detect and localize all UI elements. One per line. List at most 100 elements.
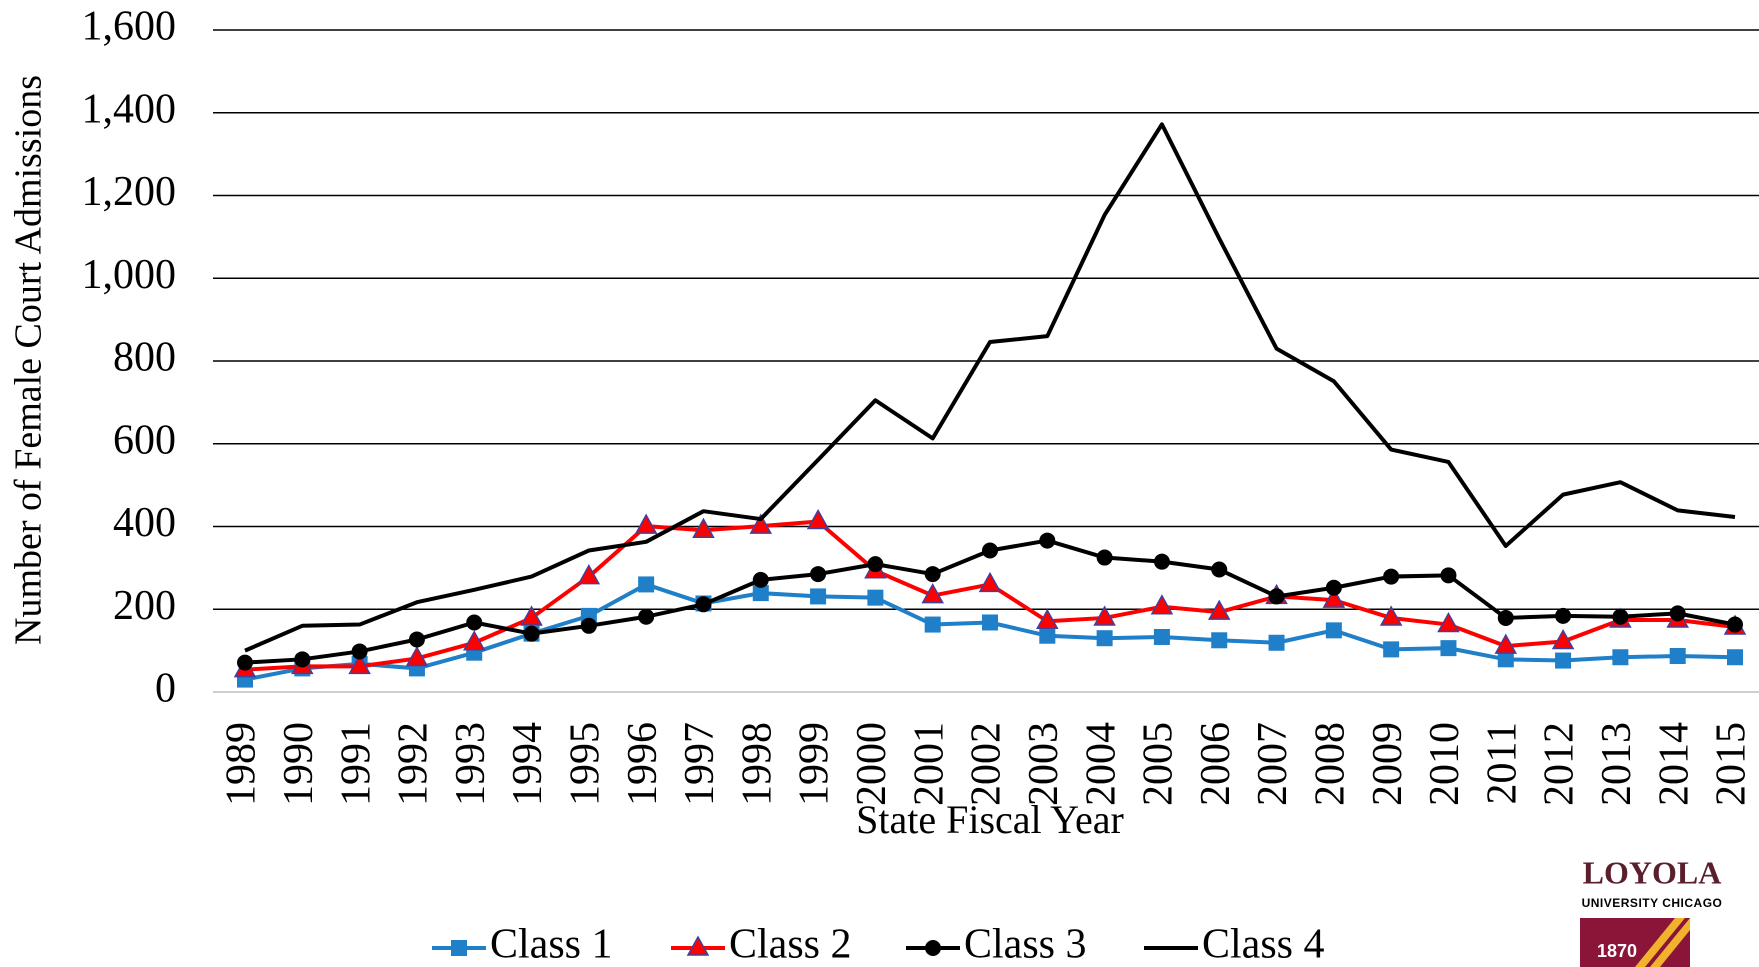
marker-square — [451, 940, 467, 956]
marker-square — [752, 585, 769, 602]
marker-square — [1211, 632, 1228, 649]
y-tick-label: 1,200 — [82, 169, 177, 215]
x-tick-label: 2013 — [1594, 722, 1640, 806]
marker-circle — [982, 542, 998, 559]
marker-circle — [1039, 532, 1056, 549]
marker-triangle — [921, 583, 944, 604]
marker-circle — [1440, 567, 1457, 584]
x-tick-label: 1995 — [562, 722, 608, 806]
marker-square — [1727, 649, 1743, 666]
marker-square — [924, 616, 941, 633]
marker-square — [1555, 652, 1572, 669]
marker-triangle — [1150, 594, 1174, 615]
marker-triangle — [1437, 612, 1460, 633]
y-tick-label: 1,600 — [82, 4, 177, 50]
x-tick-label: 2005 — [1136, 722, 1182, 806]
marker-circle — [408, 631, 425, 648]
marker-circle — [1268, 588, 1285, 605]
marker-circle — [925, 940, 941, 956]
x-tick-label: 1990 — [276, 722, 322, 806]
marker-square — [1612, 649, 1629, 666]
series-line — [244, 122, 1736, 653]
marker-triangle — [1322, 587, 1346, 608]
marker-square — [1669, 648, 1686, 665]
logo: LOYOLA UNIVERSITY CHICAGO 1870 — [1580, 854, 1722, 967]
marker-circle — [237, 654, 253, 671]
marker-triangle — [1379, 605, 1403, 626]
x-tick-label: 2003 — [1021, 722, 1067, 806]
y-tick-label: 200 — [113, 583, 176, 629]
legend-label: Class 4 — [1202, 922, 1325, 967]
marker-square — [638, 576, 655, 593]
x-tick-label: 1994 — [505, 722, 551, 806]
legend-label: Class 2 — [729, 922, 852, 967]
marker-triangle — [806, 508, 830, 530]
marker-circle — [1153, 553, 1170, 570]
marker-square — [982, 614, 998, 631]
x-tick-label: 1999 — [792, 722, 838, 806]
marker-triangle — [1036, 608, 1059, 629]
x-tick-label: 1993 — [448, 722, 494, 806]
marker-circle — [695, 596, 712, 613]
marker-triangle — [1551, 628, 1575, 650]
y-tick-label: 800 — [113, 335, 176, 381]
marker-circle — [466, 614, 483, 631]
legend-label: Class 1 — [490, 922, 613, 967]
marker-triangle — [1093, 605, 1116, 626]
y-axis-title: Number of Female Court Admissions — [8, 75, 50, 645]
marker-square — [867, 589, 884, 606]
marker-circle — [580, 617, 597, 634]
marker-square — [1497, 651, 1514, 668]
x-tick-label: 1992 — [391, 722, 437, 806]
marker-circle — [351, 643, 368, 660]
x-axis-title: State Fiscal Year — [856, 797, 1124, 842]
marker-triangle — [634, 513, 658, 534]
marker-triangle — [577, 564, 601, 585]
x-tick-label: 2014 — [1651, 722, 1697, 806]
logo-year: 1870 — [1597, 941, 1637, 961]
x-tick-label: 2008 — [1307, 722, 1353, 806]
x-tick-label: 2006 — [1193, 722, 1239, 806]
marker-triangle — [462, 630, 486, 651]
marker-circle — [1555, 607, 1572, 624]
marker-triangle — [1494, 633, 1518, 654]
legend-label: Class 3 — [964, 922, 1087, 967]
marker-circle — [1669, 605, 1686, 622]
marker-square — [1440, 640, 1457, 657]
x-tick-label: 2009 — [1365, 722, 1411, 806]
x-tick-label: 2007 — [1250, 722, 1296, 806]
marker-circle — [1727, 616, 1743, 633]
logo-name: LOYOLA — [1583, 854, 1722, 890]
marker-square — [1383, 641, 1400, 658]
marker-circle — [752, 571, 769, 588]
x-tick-label: 2001 — [906, 722, 952, 806]
marker-triangle — [686, 935, 710, 956]
y-tick-label: 1,000 — [82, 252, 177, 298]
marker-square — [810, 588, 827, 605]
x-tick-label: 2012 — [1537, 722, 1583, 806]
logo-stripes — [1635, 918, 1690, 967]
marker-circle — [1383, 568, 1400, 585]
marker-square — [1096, 630, 1113, 647]
marker-circle — [924, 566, 941, 583]
x-tick-label: 1997 — [677, 722, 723, 806]
y-tick-label: 600 — [113, 417, 176, 463]
x-tick-label: 1989 — [219, 722, 265, 806]
marker-circle — [1497, 609, 1514, 626]
marker-square — [1325, 622, 1342, 639]
x-tick-label: 2010 — [1422, 722, 1468, 806]
x-tick-label: 2015 — [1709, 722, 1755, 806]
marker-circle — [523, 625, 540, 642]
marker-triangle — [348, 653, 371, 675]
marker-circle — [1211, 561, 1228, 578]
marker-triangle — [520, 605, 543, 626]
marker-square — [1039, 627, 1056, 644]
marker-square — [1153, 628, 1170, 645]
x-tick-label: 2000 — [849, 722, 895, 806]
marker-circle — [1325, 579, 1342, 596]
x-tick-label: 2004 — [1078, 722, 1124, 806]
marker-circle — [638, 608, 655, 625]
marker-circle — [294, 651, 311, 668]
marker-triangle — [692, 517, 715, 538]
marker-triangle — [978, 571, 1002, 593]
